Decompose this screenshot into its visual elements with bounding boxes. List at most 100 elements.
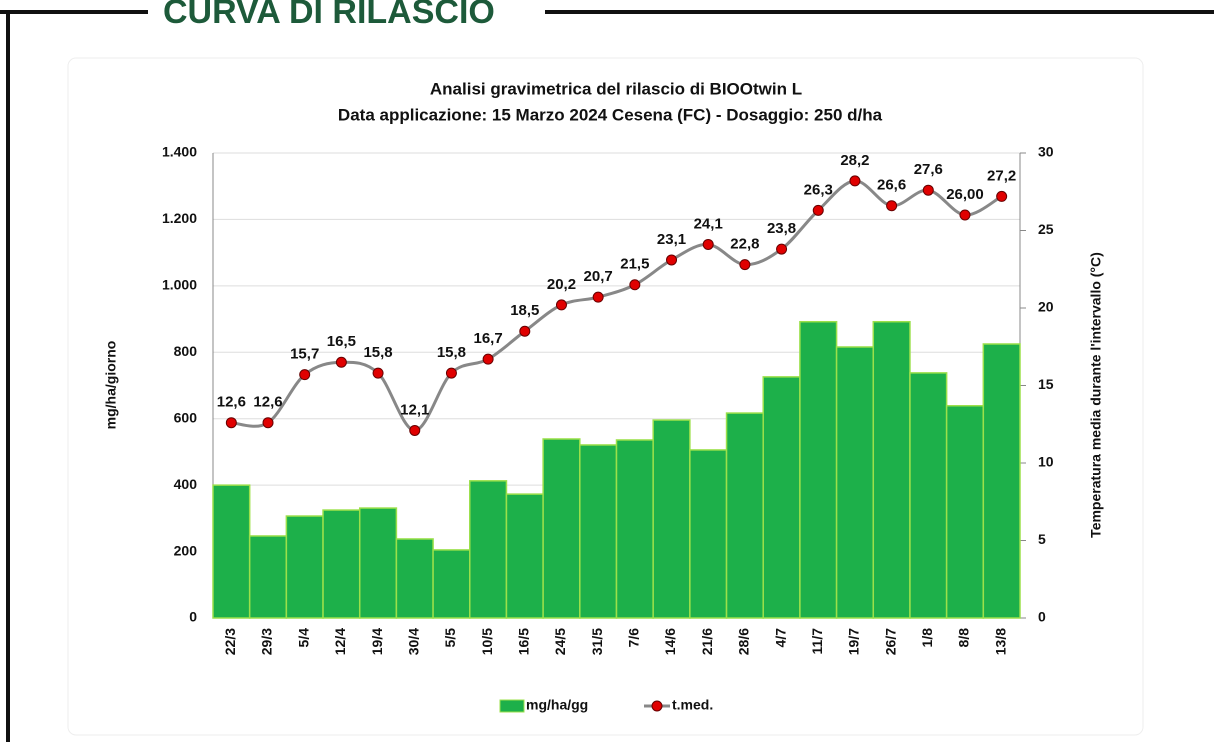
data-label: 26,6 [877, 177, 906, 194]
marker [922, 184, 934, 196]
x-tick-label: 1/8 [919, 628, 935, 648]
x-tick-label: 31/5 [589, 628, 605, 655]
marker [812, 204, 824, 216]
bar [579, 444, 618, 619]
y2-axis-title: Temperatura media durante l'intervallo (… [1088, 252, 1104, 538]
marker [299, 369, 311, 381]
bar [542, 438, 581, 619]
y-tick-label: 200 [174, 542, 198, 558]
x-tick-label: 8/8 [956, 628, 972, 648]
data-label: 15,8 [437, 344, 466, 361]
x-tick-label: 22/3 [222, 628, 238, 655]
marker [592, 291, 604, 303]
x-tick-label: 29/3 [259, 628, 275, 655]
marker [225, 417, 237, 429]
marker [776, 243, 788, 255]
marker [482, 353, 494, 365]
y-tick-label: 600 [174, 409, 198, 425]
marker [849, 175, 861, 187]
marker [555, 299, 567, 311]
marker [629, 279, 641, 291]
y2-tick-label: 25 [1038, 221, 1054, 237]
x-tick-label: 11/7 [809, 628, 825, 655]
legend-label: t.med. [672, 697, 713, 713]
y2-tick-label: 5 [1038, 531, 1046, 547]
bar [982, 343, 1021, 619]
y2-tick-label: 10 [1038, 454, 1054, 470]
y-tick-label: 800 [174, 343, 198, 359]
x-tick-label: 5/5 [442, 628, 458, 648]
data-label: 12,6 [253, 394, 282, 411]
bar [689, 449, 728, 619]
data-label: 22,8 [730, 236, 759, 253]
data-label: 20,2 [547, 276, 576, 293]
data-label: 16,5 [327, 333, 356, 350]
data-label: 12,1 [400, 401, 429, 418]
bar [505, 493, 544, 619]
data-label: 15,8 [363, 344, 392, 361]
bar [432, 549, 471, 619]
marker [409, 424, 421, 436]
bar [469, 480, 508, 619]
x-tick-label: 26/7 [882, 628, 898, 655]
data-label: 28,2 [840, 152, 869, 169]
bar [212, 484, 251, 619]
data-label: 26,3 [804, 181, 833, 198]
y2-tick-label: 20 [1038, 299, 1054, 315]
data-label: 23,8 [767, 220, 796, 237]
bar [615, 439, 654, 619]
data-label: 23,1 [657, 231, 686, 248]
bar [285, 515, 324, 619]
bar [799, 320, 838, 619]
data-label: 21,5 [620, 256, 649, 273]
marker [262, 417, 274, 429]
bar [835, 346, 875, 619]
bar [872, 320, 911, 619]
y2-tick-label: 15 [1038, 376, 1054, 392]
data-label: 27,2 [987, 167, 1016, 184]
x-tick-label: 10/5 [479, 628, 495, 655]
marker [372, 367, 384, 379]
bar [395, 538, 434, 619]
x-tick-label: 13/8 [992, 628, 1008, 655]
y-tick-label: 400 [174, 476, 198, 492]
marker [996, 190, 1008, 202]
bar [652, 419, 691, 619]
x-tick-label: 24/5 [552, 628, 568, 655]
chart-subtitle: Data applicazione: 15 Marzo 2024 Cesena … [338, 105, 883, 124]
x-tick-label: 28/6 [736, 628, 752, 655]
marker [959, 209, 971, 221]
marker [335, 356, 347, 368]
data-label: 15,7 [290, 346, 319, 363]
y-tick-label: 1.200 [162, 210, 197, 226]
y-tick-label: 1.400 [162, 144, 197, 160]
x-tick-label: 4/7 [772, 628, 788, 648]
x-tick-label: 12/4 [332, 628, 348, 655]
marker [702, 238, 714, 250]
data-label: 27,6 [914, 161, 943, 178]
data-label: 20,7 [584, 268, 613, 285]
bar [945, 405, 985, 619]
bar [762, 376, 801, 619]
x-tick-label: 19/7 [846, 628, 862, 655]
x-tick-label: 7/6 [626, 628, 642, 648]
y-tick-label: 0 [189, 609, 197, 625]
y2-tick-label: 30 [1038, 144, 1054, 160]
marker [886, 200, 898, 212]
chart-title: Analisi gravimetrica del rilascio di BIO… [430, 79, 802, 98]
bar [909, 372, 948, 619]
y2-tick-label: 0 [1038, 609, 1046, 625]
y-axis-title: mg/ha/giorno [103, 341, 119, 430]
x-tick-label: 19/4 [369, 628, 385, 655]
bar [322, 509, 361, 619]
header-title: CURVA DI RILASCIO [163, 0, 495, 31]
bar [248, 535, 288, 619]
x-tick-label: 14/6 [662, 628, 678, 655]
marker [666, 254, 678, 266]
data-label: 18,5 [510, 302, 539, 319]
x-tick-label: 5/4 [295, 628, 311, 648]
x-tick-label: 16/5 [515, 628, 531, 655]
x-tick-label: 30/4 [405, 628, 421, 655]
legend-swatch [499, 699, 525, 713]
legend-label: mg/ha/gg [526, 697, 588, 713]
